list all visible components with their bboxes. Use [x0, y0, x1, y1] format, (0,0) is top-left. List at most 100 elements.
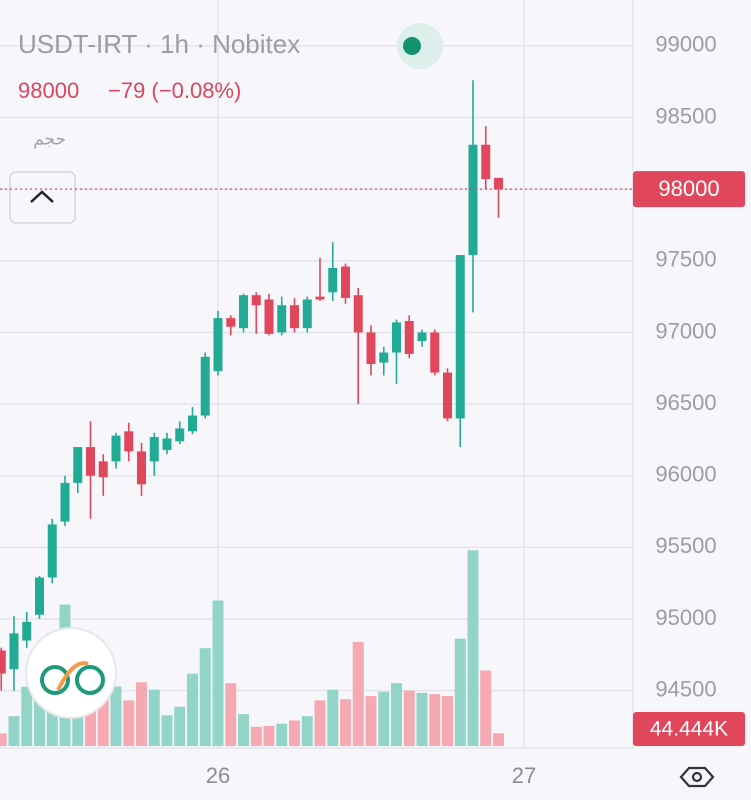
- candle-body: [302, 299, 312, 329]
- volume-bar: [199, 648, 211, 746]
- candle-body: [200, 356, 210, 416]
- volume-bar: [327, 689, 339, 746]
- candle-body: [289, 305, 299, 329]
- y-tick-label: 97500: [655, 247, 716, 272]
- candle-body: [455, 255, 465, 419]
- candle-body: [22, 621, 32, 641]
- y-tick-label: 95500: [655, 533, 716, 558]
- volume-bar: [378, 691, 390, 746]
- candle-body: [277, 305, 287, 333]
- y-tick-label: 97000: [655, 318, 716, 343]
- candle-body: [341, 266, 351, 299]
- last-price-badge: [633, 171, 745, 208]
- candle-body: [85, 447, 95, 476]
- x-tick-label: 27: [512, 763, 536, 788]
- volume-bar: [0, 733, 7, 746]
- candle-body: [35, 577, 45, 615]
- volume-title: حجم: [33, 129, 66, 149]
- y-tick-label: 96000: [655, 462, 716, 487]
- price-change: −79 (−0.08%): [108, 78, 241, 103]
- chart-title: USDT-IRT · 1h · Nobitex: [18, 29, 300, 59]
- volume-bar: [135, 682, 147, 746]
- volume-bar: [123, 700, 135, 746]
- candle-body: [251, 295, 261, 306]
- volume-bar: [161, 715, 173, 746]
- logo-ring-left: [40, 665, 70, 695]
- last-price-label: 98000: [658, 176, 719, 201]
- candle-body: [213, 318, 223, 372]
- volume-bar: [276, 723, 288, 746]
- volume-bar: [237, 714, 249, 746]
- candle-body: [353, 295, 363, 333]
- y-tick-label: 99000: [655, 32, 716, 57]
- candle-body: [226, 318, 236, 327]
- settings-icon[interactable]: [679, 766, 715, 788]
- y-tick-label: 95000: [655, 605, 716, 630]
- candle-body: [73, 447, 83, 483]
- candle-body: [430, 332, 440, 373]
- candle-body: [9, 633, 19, 670]
- settings-icon-center: [691, 771, 703, 783]
- y-tick-label: 98500: [655, 103, 716, 128]
- candle-body: [264, 299, 274, 334]
- volume-bar: [263, 725, 275, 746]
- logo-ring-right: [75, 665, 105, 695]
- volume-bar: [21, 686, 33, 746]
- logo-button[interactable]: [25, 627, 117, 719]
- volume-bar: [416, 692, 428, 746]
- candle-body: [111, 435, 121, 462]
- volume-bar: [148, 689, 160, 746]
- y-tick-label: 96500: [655, 390, 716, 415]
- candle-body: [494, 177, 504, 190]
- candle-body: [188, 415, 198, 432]
- candle-body: [328, 267, 338, 293]
- volume-bar: [314, 700, 326, 746]
- candle-body: [47, 524, 57, 578]
- volume-bar: [174, 706, 186, 746]
- volume-bar: [480, 670, 492, 746]
- volume-bar: [301, 716, 313, 746]
- volume-bar: [187, 673, 199, 746]
- volume-bar: [390, 683, 402, 746]
- last-price: 98000: [18, 78, 79, 103]
- volume-badge: [633, 712, 745, 746]
- overlay-layer: USDT-IRT · 1h · Nobitex 98000 −79 (−0.08…: [0, 23, 745, 788]
- candle-body: [136, 451, 146, 485]
- logo-swoosh: [56, 661, 89, 691]
- candle-body: [60, 482, 70, 522]
- collapse-button[interactable]: [9, 171, 76, 224]
- candle-body: [417, 332, 427, 342]
- candle-body: [468, 144, 478, 256]
- volume-bar: [340, 699, 352, 746]
- volume-bar: [454, 638, 466, 746]
- candle-layer: [0, 80, 504, 691]
- candle-body: [379, 352, 389, 363]
- chevron-up-icon: [30, 190, 54, 203]
- candle-body: [404, 320, 414, 354]
- volume-bar: [365, 696, 377, 746]
- volume-bar: [352, 641, 364, 746]
- candle-body: [0, 650, 6, 674]
- candle-body: [149, 437, 159, 462]
- volume-bar: [110, 686, 122, 746]
- volume-bar: [493, 733, 505, 746]
- volume-bar: [442, 696, 454, 746]
- candle-body: [366, 332, 376, 364]
- volume-bar: [97, 697, 109, 746]
- candle-body: [124, 431, 134, 452]
- volume-bar: [403, 690, 415, 746]
- candle-body: [98, 461, 108, 478]
- volume-bar: [467, 550, 479, 746]
- candle-body: [175, 428, 185, 442]
- y-tick-label: 94500: [655, 676, 716, 701]
- volume-bar: [288, 720, 300, 746]
- candle-body: [481, 144, 491, 180]
- x-tick-label: 26: [206, 763, 230, 788]
- status-dot: [403, 37, 421, 55]
- candle-body: [315, 296, 325, 300]
- volume-bar: [225, 683, 237, 746]
- candle-body: [391, 322, 401, 353]
